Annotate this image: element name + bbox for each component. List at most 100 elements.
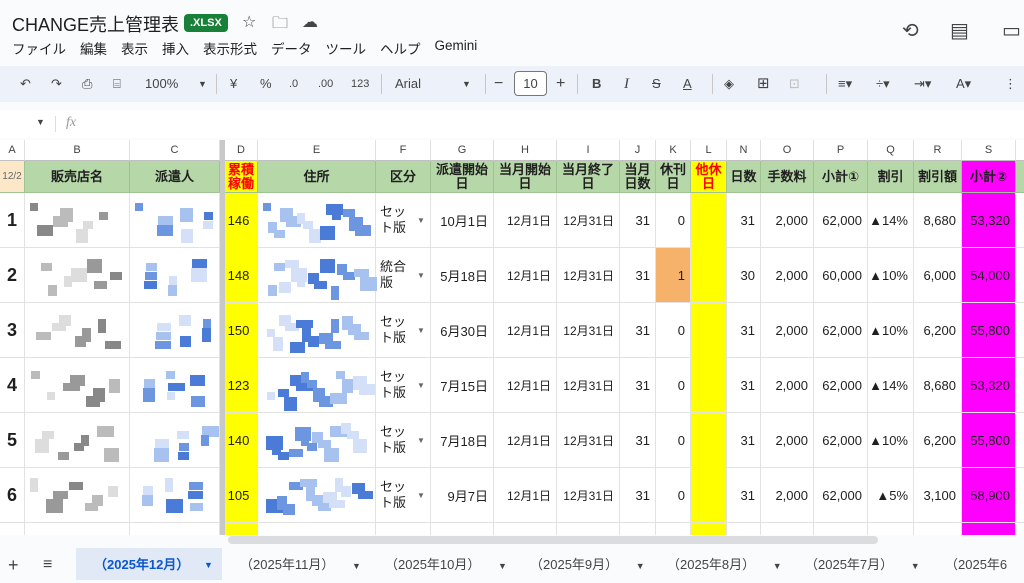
cell-k[interactable]: 0 bbox=[656, 468, 691, 523]
cell-d[interactable]: 150 bbox=[225, 303, 258, 358]
cell-h[interactable]: 12月1日 bbox=[494, 248, 557, 303]
cell-q[interactable]: ▲14% bbox=[868, 193, 914, 248]
cell-d[interactable] bbox=[225, 523, 258, 535]
cell-b[interactable] bbox=[25, 523, 130, 535]
column-header[interactable]: S bbox=[962, 140, 1016, 161]
menu-edit[interactable]: 編集 bbox=[80, 42, 107, 57]
text-color-icon[interactable]: A bbox=[683, 76, 692, 91]
dropdown-chevron-icon[interactable]: ▼ bbox=[417, 491, 425, 500]
cell-k[interactable]: 0 bbox=[656, 303, 691, 358]
cell-n[interactable]: 31 bbox=[727, 468, 761, 523]
cell-d[interactable]: 123 bbox=[225, 358, 258, 413]
cell-r[interactable]: 6,200 bbox=[914, 303, 962, 358]
cell-b[interactable] bbox=[25, 468, 130, 523]
cell-g[interactable] bbox=[431, 523, 494, 535]
column-header[interactable]: R bbox=[914, 140, 962, 161]
font-size-input[interactable]: 10 bbox=[514, 71, 547, 96]
freeze-divider[interactable] bbox=[220, 140, 225, 535]
cell-s[interactable] bbox=[962, 523, 1016, 535]
cell-d[interactable]: 146 bbox=[225, 193, 258, 248]
column-header[interactable]: H bbox=[494, 140, 557, 161]
cell-f[interactable]: セット版 bbox=[376, 358, 431, 413]
cell-o[interactable] bbox=[761, 523, 814, 535]
paint-format-icon[interactable]: ⌸ bbox=[113, 76, 121, 91]
name-box-chevron-icon[interactable]: ▼ bbox=[36, 117, 45, 127]
cell-s[interactable]: 55,800 bbox=[962, 413, 1016, 468]
cell-e[interactable] bbox=[258, 413, 376, 468]
cell-o[interactable]: 2,000 bbox=[761, 468, 814, 523]
cell-q[interactable]: ▲10% bbox=[868, 303, 914, 358]
more-icon[interactable]: ⋮ bbox=[1004, 76, 1017, 91]
formula-input[interactable] bbox=[80, 110, 1024, 138]
cell-i[interactable]: 12月31日 bbox=[557, 193, 620, 248]
column-header[interactable]: O bbox=[761, 140, 814, 161]
cell-o[interactable]: 2,000 bbox=[761, 303, 814, 358]
comment-icon[interactable]: ▤ bbox=[950, 20, 969, 42]
sheet-tab[interactable]: （2025年11月） ▼ bbox=[240, 557, 361, 572]
move-folder-icon[interactable]: 🗀 bbox=[272, 15, 289, 32]
sheet-tab[interactable]: （2025年10月） ▼ bbox=[385, 557, 507, 572]
cell-a[interactable]: 6 bbox=[0, 468, 25, 523]
column-header[interactable]: L bbox=[691, 140, 727, 161]
cell-f[interactable]: セット版 bbox=[376, 413, 431, 468]
fill-color-icon[interactable]: ◈ bbox=[724, 76, 734, 91]
dropdown-chevron-icon[interactable]: ▼ bbox=[417, 271, 425, 280]
merge-cells-icon[interactable]: ⊡ bbox=[789, 76, 800, 91]
borders-icon[interactable]: ⊞ bbox=[757, 75, 770, 92]
sheet-tab[interactable]: （2025年7月） ▼ bbox=[805, 557, 920, 572]
cell-g[interactable]: 9月7日 bbox=[431, 468, 494, 523]
cell-t[interactable] bbox=[1016, 248, 1024, 303]
dropdown-chevron-icon[interactable]: ▼ bbox=[417, 216, 425, 225]
cell-o[interactable]: 2,000 bbox=[761, 413, 814, 468]
cell-i[interactable]: 12月31日 bbox=[557, 303, 620, 358]
menu-gemini[interactable]: Gemini bbox=[434, 38, 478, 53]
star-icon[interactable]: ☆ bbox=[242, 14, 257, 31]
sheet-tab[interactable]: （2025年6 bbox=[945, 557, 1008, 572]
meet-icon[interactable]: ▭ bbox=[1002, 20, 1021, 42]
cell-g[interactable]: 7月15日 bbox=[431, 358, 494, 413]
font-select[interactable]: Arial bbox=[395, 76, 422, 91]
column-header[interactable]: F bbox=[376, 140, 431, 161]
cell-n[interactable]: 31 bbox=[727, 413, 761, 468]
dropdown-chevron-icon[interactable]: ▼ bbox=[417, 381, 425, 390]
menu-help[interactable]: ヘルプ bbox=[380, 42, 421, 57]
sheet-tab-active[interactable]: （2025年12月） ▼ bbox=[76, 548, 222, 580]
cell-q[interactable]: ▲14% bbox=[868, 358, 914, 413]
cell-q[interactable] bbox=[868, 523, 914, 535]
cell-k[interactable] bbox=[656, 523, 691, 535]
cell-p[interactable]: 62,000 bbox=[814, 303, 868, 358]
all-sheets-icon[interactable]: ≡ bbox=[43, 556, 53, 573]
cell-p[interactable] bbox=[814, 523, 868, 535]
history-icon[interactable]: ⟲ bbox=[902, 20, 919, 42]
cell-h[interactable] bbox=[494, 523, 557, 535]
cell-t[interactable] bbox=[1016, 468, 1024, 523]
cell-p[interactable]: 60,000 bbox=[814, 248, 868, 303]
chevron-down-icon[interactable]: ▼ bbox=[198, 79, 207, 89]
cell-a[interactable]: 3 bbox=[0, 303, 25, 358]
menu-tools[interactable]: ツール bbox=[325, 42, 367, 57]
cell-r[interactable]: 3,100 bbox=[914, 468, 962, 523]
menu-format[interactable]: 表示形式 bbox=[203, 42, 257, 57]
cell-s[interactable]: 58,900 bbox=[962, 468, 1016, 523]
cell-e[interactable] bbox=[258, 303, 376, 358]
cell-c[interactable] bbox=[130, 358, 220, 413]
cell-l[interactable] bbox=[691, 523, 727, 535]
cell-f[interactable]: セット版 bbox=[376, 303, 431, 358]
cell-r[interactable]: 8,680 bbox=[914, 193, 962, 248]
menu-insert[interactable]: 挿入 bbox=[162, 42, 189, 57]
cell-c[interactable] bbox=[130, 193, 220, 248]
cell-q[interactable]: ▲10% bbox=[868, 413, 914, 468]
text-rotation-icon[interactable]: A▾ bbox=[956, 76, 972, 91]
horizontal-align-icon[interactable]: ≡▾ bbox=[838, 76, 853, 91]
cell-n[interactable]: 31 bbox=[727, 358, 761, 413]
cell-r[interactable] bbox=[914, 523, 962, 535]
cell-l[interactable] bbox=[691, 468, 727, 523]
cell-g[interactable]: 7月18日 bbox=[431, 413, 494, 468]
cell-d[interactable]: 140 bbox=[225, 413, 258, 468]
menu-file[interactable]: ファイル bbox=[12, 42, 66, 57]
cell-s[interactable]: 53,320 bbox=[962, 358, 1016, 413]
cell-p[interactable]: 62,000 bbox=[814, 413, 868, 468]
cell-n[interactable]: 31 bbox=[727, 303, 761, 358]
cell-e[interactable] bbox=[258, 248, 377, 303]
cloud-status-icon[interactable]: ☁ bbox=[302, 14, 318, 31]
